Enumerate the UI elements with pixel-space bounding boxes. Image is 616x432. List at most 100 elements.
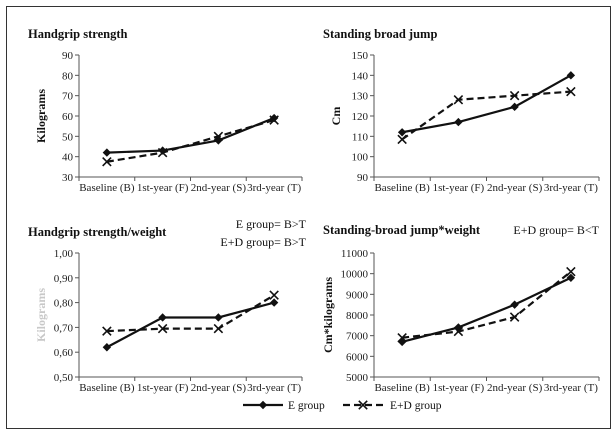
x-tick-label: 3rd-year (T): [247, 382, 301, 394]
data-point-e-group: [102, 343, 112, 352]
data-point-ed-group: [157, 323, 168, 334]
y-tick-label: 30: [62, 172, 74, 184]
data-point-e-group: [397, 128, 407, 137]
y-tick-label: 130: [352, 91, 369, 103]
y-tick-label: 100: [352, 152, 369, 164]
y-tick-label: 10000: [341, 269, 369, 281]
legend: E group E+D group: [243, 400, 442, 412]
panel-title: Handgrip strength: [28, 27, 127, 41]
data-point-e-group: [397, 337, 407, 347]
x-tick-label: Baseline (B): [79, 382, 135, 394]
data-point-ed-group: [453, 326, 464, 337]
data-point-ed-group: [102, 326, 112, 336]
data-point-e-group: [158, 313, 167, 322]
y-tick-label: 7000: [346, 331, 369, 343]
x-tick-label: 2nd-year (S): [191, 382, 247, 394]
data-point-ed-group: [269, 115, 279, 125]
y-tick-label: 8000: [346, 310, 369, 322]
data-point-e-group: [102, 148, 112, 157]
y-tick-label: 0,50: [54, 372, 74, 384]
data-point-e-group: [566, 273, 576, 282]
y-tick-label: 0,60: [54, 347, 74, 359]
panel-title: Handgrip strength/weight: [28, 225, 167, 239]
y-tick-label: 90: [357, 172, 369, 184]
legend-label-e-group: E group: [288, 400, 325, 412]
y-tick-label: 11000: [341, 248, 369, 260]
x-tick-label: 1st-year (F): [137, 182, 189, 194]
series-line-ed-group: [106, 294, 275, 333]
x-tick-label: 2nd-year (S): [487, 382, 543, 394]
series-line-e-group: [401, 276, 572, 343]
y-tick-label: 150: [352, 50, 369, 62]
significance-note: E group= B>T: [236, 217, 307, 231]
data-point-e-group: [214, 313, 223, 322]
series-line-ed-group: [402, 270, 572, 339]
y-tick-label: 90: [62, 50, 74, 62]
panel-handgrip-strength-weight: Handgrip strength/weight E group= B>T E+D …: [28, 217, 307, 394]
y-axis-label: Kilograms: [34, 288, 48, 342]
data-point-ed-group: [566, 266, 576, 277]
data-point-e-group: [269, 298, 279, 307]
y-tick-label: 0,80: [54, 298, 74, 310]
data-point-e-group: [510, 102, 519, 112]
y-tick-label: 120: [352, 111, 369, 123]
data-point-ed-group: [566, 86, 576, 97]
legend-marker-e-group: [258, 400, 268, 410]
panel-title: Standing-broad jump*weight: [323, 223, 481, 237]
panel-handgrip-strength: Handgrip strength Kilograms 30 40 50 60 70 80 90…: [28, 27, 303, 194]
series-line-ed-group: [401, 90, 571, 141]
data-point-ed-group: [213, 131, 224, 142]
x-tick-label: 1st-year (F): [137, 382, 189, 394]
panel-title: Standing broad jump: [323, 27, 437, 41]
figure-frame: [6, 6, 611, 429]
panel-standing-broad-jump: Standing broad jump Cm 90 100 110 120 130 140 15…: [323, 27, 600, 194]
x-tick-label: 2nd-year (S): [191, 182, 247, 194]
y-tick-label: 0,70: [54, 322, 74, 334]
y-tick-label: 140: [352, 70, 369, 82]
data-point-ed-group: [509, 312, 520, 322]
x-tick-label: Baseline (B): [374, 382, 430, 394]
y-tick-label: 1,00: [54, 248, 74, 260]
x-tick-label: 2nd-year (S): [487, 182, 543, 194]
legend-label-ed-group: E+D group: [390, 400, 442, 412]
y-tick-label: 9000: [346, 289, 369, 301]
x-tick-label: Baseline (B): [79, 182, 135, 194]
y-tick-label: 6000: [346, 351, 369, 363]
series-line-e-group: [106, 301, 275, 349]
y-tick-label: 60: [62, 111, 74, 123]
y-axis-label: Cm*kilograms: [321, 277, 335, 353]
data-point-ed-group: [397, 332, 407, 343]
panel-standing-broad-jump-weight: Standing-broad jump*weight E+D group= B<T…: [321, 223, 600, 394]
series-line-ed-group: [106, 119, 275, 163]
data-point-ed-group: [509, 90, 520, 101]
legend-marker-ed-group: [358, 400, 368, 410]
significance-note: E+D group= B>T: [220, 235, 306, 249]
data-point-ed-group: [157, 147, 168, 158]
series-line-e-group: [106, 117, 275, 154]
x-tick-label: 3rd-year (T): [247, 182, 301, 194]
data-point-ed-group: [102, 156, 112, 167]
y-axis-label: Kilograms: [34, 89, 48, 143]
y-tick-label: 0,90: [54, 273, 74, 285]
y-tick-label: 40: [62, 152, 74, 164]
data-point-ed-group: [213, 323, 224, 334]
significance-note: E+D group= B<T: [513, 223, 599, 237]
y-tick-label: 80: [62, 70, 74, 82]
x-tick-label: 1st-year (F): [433, 182, 485, 194]
y-tick-label: 70: [62, 91, 74, 103]
x-tick-label: 3rd-year (T): [544, 182, 598, 194]
y-tick-label: 5000: [346, 372, 369, 384]
y-tick-label: 110: [352, 131, 369, 143]
data-point-e-group: [510, 300, 519, 309]
data-point-e-group: [566, 71, 576, 80]
data-point-ed-group: [397, 134, 407, 145]
y-tick-label: 50: [62, 131, 74, 143]
data-point-ed-group: [269, 290, 279, 300]
y-axis-label: Cm: [329, 107, 343, 126]
x-tick-label: Baseline (B): [374, 182, 430, 194]
series-line-e-group: [401, 74, 572, 134]
data-point-e-group: [454, 117, 463, 127]
x-tick-label: 1st-year (F): [433, 382, 485, 394]
data-point-ed-group: [453, 94, 464, 105]
